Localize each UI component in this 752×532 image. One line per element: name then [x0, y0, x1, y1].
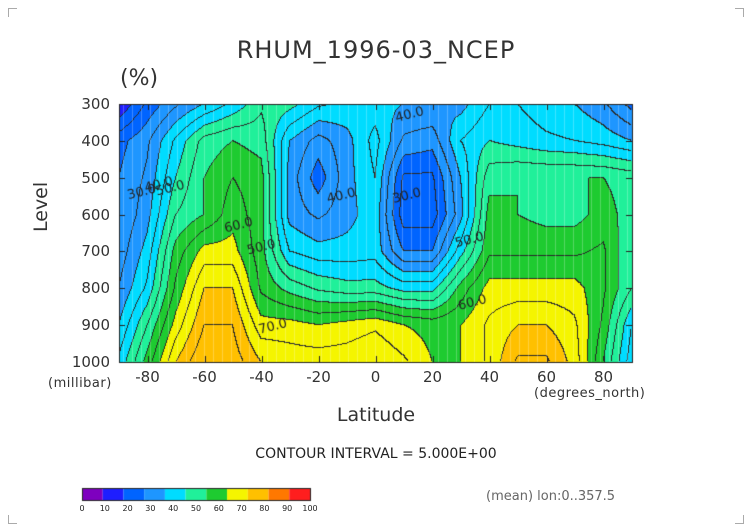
colorbar-tick-label: 90 [282, 504, 293, 513]
colorbar-tick-label: 80 [259, 504, 270, 513]
x-tick-label: -20 [306, 368, 331, 386]
y-tick-label: 700 [81, 242, 110, 261]
y-unit-label: (millibar) [48, 376, 112, 391]
colorbar-tick-label: 60 [213, 504, 224, 513]
colorbar-tick-label: 40 [168, 504, 179, 513]
x-tick-label: 20 [422, 368, 443, 386]
colorbar-tick-label: 30 [145, 504, 156, 513]
contour-interval: CONTOUR INTERVAL = 5.000E+00 [255, 446, 497, 462]
y-tick-label: 800 [81, 279, 110, 298]
y-tick-label: 400 [81, 131, 110, 150]
x-unit-label: (degrees_north) [534, 386, 646, 401]
x-tick-label: -60 [192, 368, 217, 386]
corner-mark [735, 515, 744, 524]
colorbar-tick-label: 20 [122, 504, 133, 513]
corner-mark [735, 8, 744, 17]
y-tick-label: 900 [81, 316, 110, 335]
y-tick-label: 600 [81, 205, 110, 224]
colorbar-tick-label: 10 [99, 504, 110, 513]
colorbar-tick-label: 0 [79, 504, 85, 513]
units-label: (%) [120, 66, 159, 91]
colorbar-tick-label: 70 [236, 504, 247, 513]
y-axis-label: Level [30, 181, 52, 232]
x-axis-label: Latitude [336, 404, 416, 426]
corner-mark [8, 515, 17, 524]
colorbar-tick-label: 100 [302, 504, 318, 513]
y-tick-label: 500 [81, 168, 110, 187]
y-tick-label: 300 [81, 95, 110, 113]
x-tick-label: -80 [135, 368, 160, 386]
y-tick-label: 1000 [71, 353, 110, 371]
colorbar-tick-label: 50 [190, 504, 202, 513]
mean-note: (mean) lon:0..357.5 [486, 489, 616, 504]
x-tick-label: 60 [536, 368, 557, 386]
x-tick-label: 80 [593, 368, 614, 386]
x-tick-label: 0 [370, 368, 381, 386]
x-tick-label: -40 [249, 368, 274, 386]
x-tick-label: 40 [479, 368, 500, 386]
chart-title: RHUM_1996-03_NCEP [236, 36, 516, 64]
corner-mark [8, 8, 17, 17]
